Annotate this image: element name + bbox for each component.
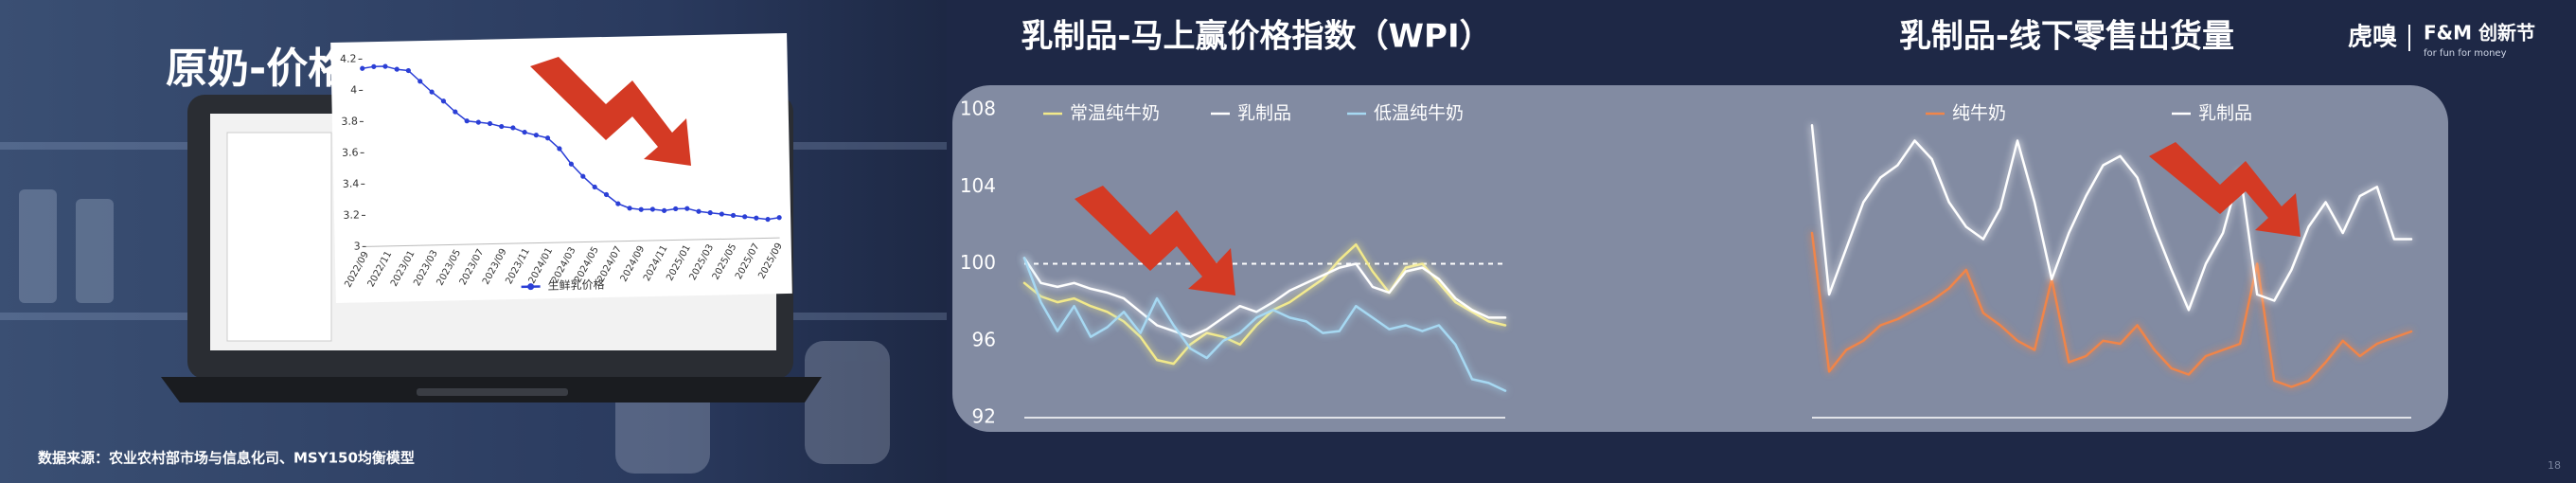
data-point (568, 161, 575, 167)
down-arrow (2149, 142, 2301, 237)
down-arrow (1075, 186, 1235, 295)
y-tick-label: 4.2 (340, 52, 357, 64)
page-number: 18 (2548, 459, 2561, 472)
down-arrow (530, 57, 691, 166)
data-point (776, 215, 782, 221)
data-point (382, 63, 388, 69)
legend-label: 生鲜乳价格 (547, 277, 604, 293)
chart-card: 33.23.43.63.844.22022/092022/112023/0120… (330, 32, 792, 303)
data-point (638, 206, 644, 212)
data-point (696, 208, 702, 214)
data-point (499, 123, 505, 130)
data-point (475, 119, 481, 125)
chart-title: 乳制品-马上赢价格指数（WPI） (1021, 18, 1491, 56)
y-tick-label: 3.4 (343, 177, 360, 189)
series-line (1810, 231, 2413, 388)
data-point (615, 201, 621, 206)
data-point (673, 206, 679, 212)
series-line (1022, 257, 1507, 338)
chart-panel (952, 85, 2448, 432)
data-point (707, 210, 713, 216)
data-point (405, 67, 411, 74)
data-point (742, 214, 748, 220)
data-point (557, 146, 562, 152)
series-line (1022, 242, 1507, 366)
data-point (719, 211, 724, 217)
data-point (533, 133, 539, 138)
retail-chart: 纯牛奶 乳制品 (1810, 103, 2413, 419)
data-point (522, 130, 527, 135)
data-point (394, 66, 400, 72)
x-axis (365, 237, 780, 247)
data-point (544, 135, 551, 141)
data-point (592, 184, 597, 190)
slogan: for fun for money (2424, 48, 2507, 59)
y-tick-label: 96 (972, 328, 996, 350)
series-line (1022, 257, 1507, 392)
y-tick-label: 3.2 (343, 208, 360, 221)
data-point (429, 89, 435, 95)
data-point (453, 109, 458, 115)
data-point (603, 191, 610, 198)
data-point (661, 207, 667, 213)
legend-label: 常温纯牛奶 (1070, 103, 1160, 124)
card (330, 32, 792, 303)
data-point (730, 212, 737, 219)
y-tick-label: 100 (960, 251, 996, 274)
legend-marker (527, 283, 535, 291)
data-point (649, 206, 655, 212)
data-point (684, 206, 690, 211)
y-tick-label: 92 (972, 405, 996, 428)
legend-label: 纯牛奶 (1952, 103, 2006, 124)
brand: F&M 创新节 (2424, 22, 2535, 45)
y-tick-label: 3 (354, 240, 361, 252)
y-tick-label: 104 (960, 174, 996, 197)
y-tick-label: 3.8 (341, 115, 358, 127)
data-point (627, 206, 632, 211)
data-point (464, 118, 470, 124)
y-tick-label: 108 (960, 98, 996, 120)
logo: 虎嗅 (2348, 24, 2397, 52)
chart-title: 乳制品-线下零售出货量 (1899, 18, 2234, 56)
source-note: 数据来源：农业农村部市场与信息化司、MSY150均衡模型 (38, 450, 415, 467)
y-tick-label: 3.6 (342, 146, 359, 158)
legend-label: 乳制品 (1237, 103, 1291, 124)
data-point (580, 173, 586, 179)
wpi-chart: 92 96 100 104 108 常温纯牛奶 乳制品 低温纯牛奶 (960, 98, 1507, 428)
data-point (487, 120, 493, 127)
data-point (754, 215, 759, 221)
data-point (440, 98, 447, 104)
data-point (360, 65, 365, 71)
data-point (510, 125, 516, 131)
legend-label: 乳制品 (2198, 103, 2252, 124)
data-point (765, 217, 771, 223)
data-point (371, 63, 377, 69)
data-point (417, 79, 423, 84)
legend-label: 低温纯牛奶 (1374, 103, 1464, 124)
slide-title: 原奶-价格 (166, 45, 350, 93)
y-tick-label: 4 (350, 83, 357, 96)
series-line (1810, 124, 2413, 312)
